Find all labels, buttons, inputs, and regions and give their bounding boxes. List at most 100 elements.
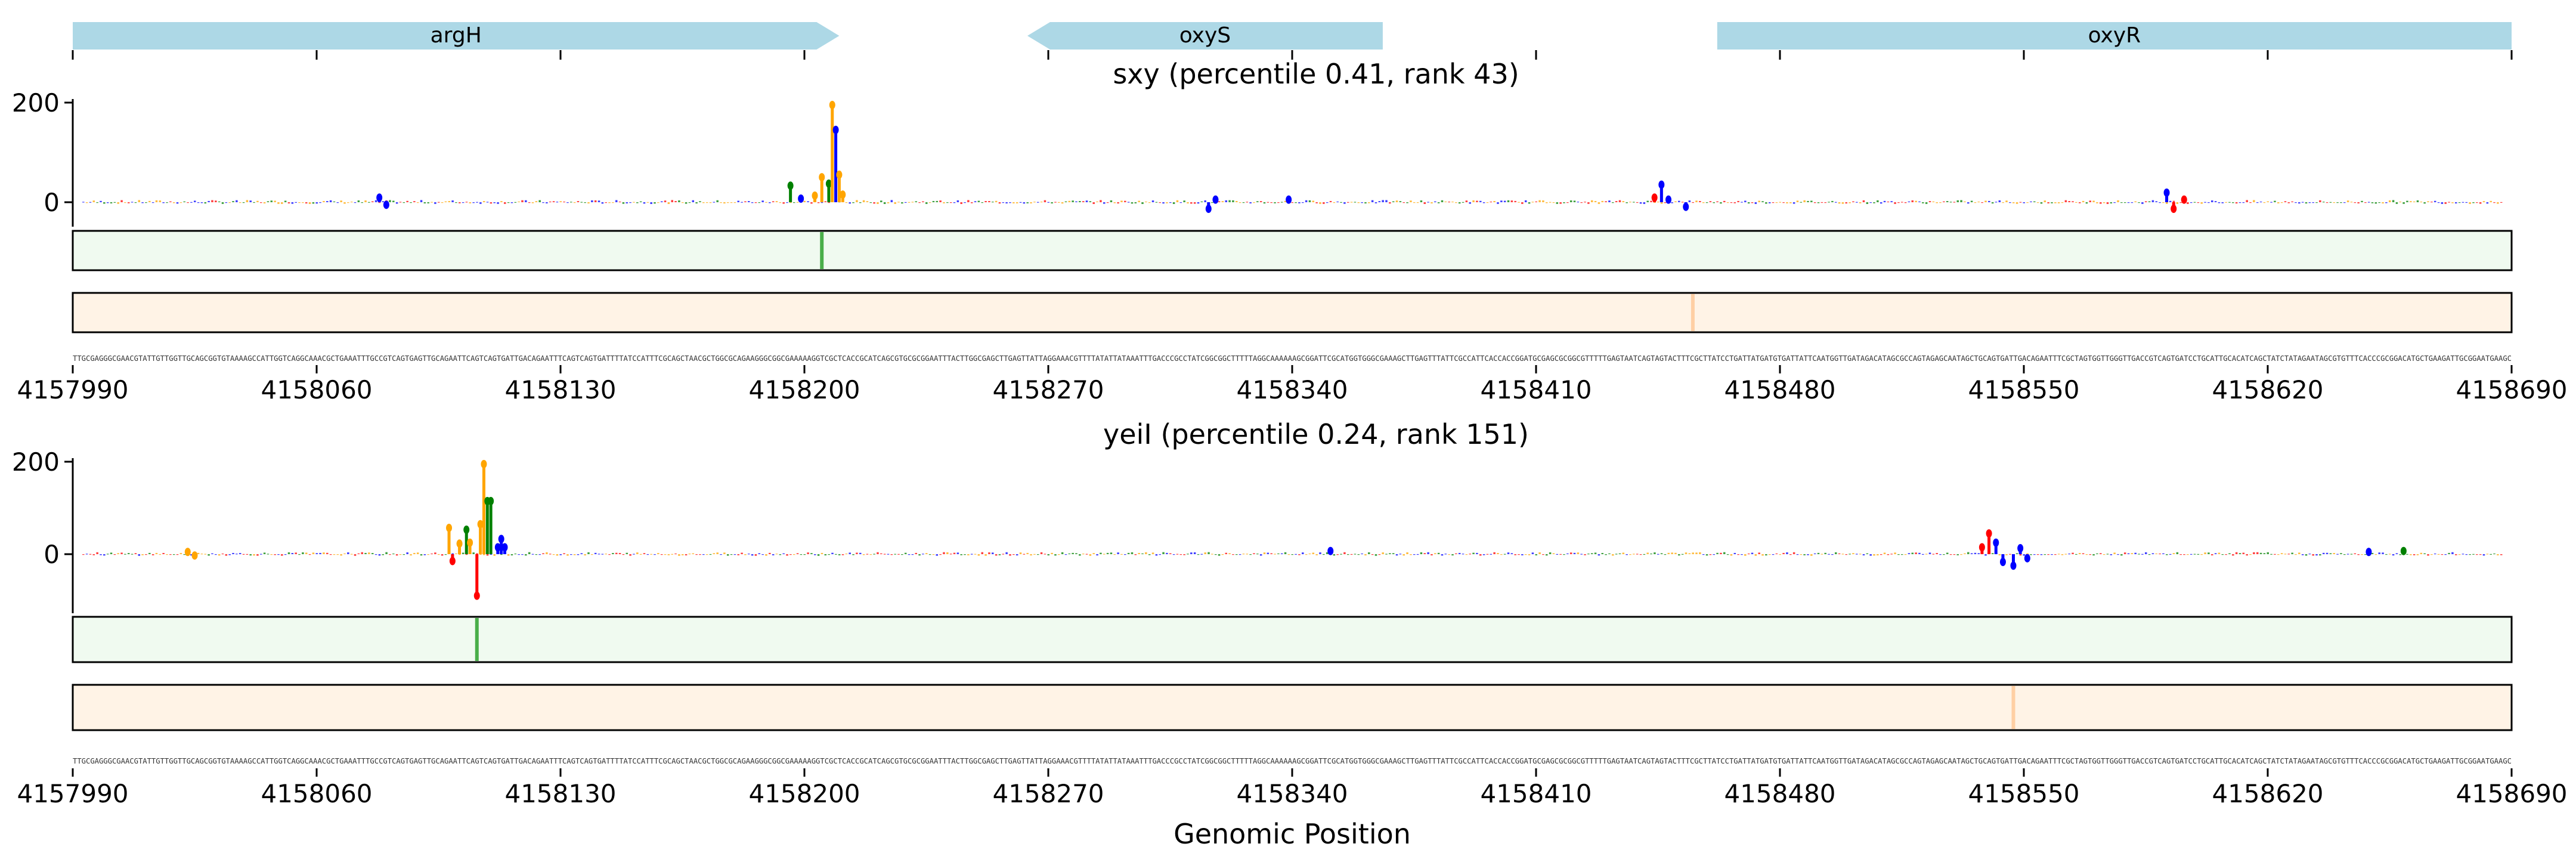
noise-mark (1580, 202, 1583, 203)
noise-mark (657, 553, 660, 554)
noise-mark (211, 200, 213, 202)
noise-mark (482, 554, 485, 555)
noise-mark (2451, 202, 2454, 203)
noise-mark (925, 202, 928, 204)
noise-mark (1552, 553, 1555, 554)
noise-mark (1374, 554, 1377, 556)
noise-mark (1754, 554, 1757, 556)
x-tick-label: 4158270 (992, 779, 1104, 808)
noise-mark (2200, 554, 2203, 555)
noise-mark (2259, 552, 2262, 554)
noise-mark (1389, 553, 1391, 554)
noise-mark (1172, 554, 1175, 555)
noise-mark (2225, 202, 2227, 203)
noise-mark (984, 554, 987, 556)
noise-mark (1956, 554, 1959, 555)
noise-mark (1671, 202, 1673, 203)
noise-mark (754, 554, 757, 556)
noise-mark (1291, 202, 1293, 203)
noise-mark (862, 554, 865, 555)
noise-mark (1772, 554, 1775, 555)
noise-mark (441, 202, 444, 203)
noise-mark (1597, 202, 1600, 204)
noise-mark (1946, 552, 1949, 554)
noise-mark (1859, 202, 1862, 203)
noise-mark (692, 200, 695, 202)
noise-mark (1507, 200, 1510, 202)
noise-mark (416, 552, 419, 554)
noise-mark (2120, 554, 2123, 556)
noise-mark (535, 554, 538, 555)
noise-mark (1162, 202, 1165, 204)
noise-mark (2336, 554, 2339, 555)
noise-mark (1148, 202, 1151, 203)
noise-mark (953, 202, 956, 203)
noise-mark (1431, 202, 1433, 204)
noise-mark (956, 200, 959, 202)
noise-mark (1702, 202, 1705, 203)
noise-mark (1556, 554, 1559, 555)
noise-mark (2100, 202, 2102, 204)
noise-mark (1817, 202, 1820, 203)
noise-mark (779, 554, 782, 555)
noise-mark (594, 200, 597, 202)
noise-mark (928, 554, 931, 555)
noise-mark (1654, 202, 1656, 203)
noise-mark (267, 201, 270, 202)
noise-mark (1420, 552, 1423, 554)
noise-mark (1751, 552, 1754, 554)
noise-mark (650, 202, 652, 204)
peak-glyph-C (494, 543, 501, 552)
noise-mark (1869, 202, 1872, 203)
noise-mark (336, 554, 339, 555)
noise-mark (988, 201, 990, 202)
x-tick-label: 4157990 (17, 375, 128, 404)
noise-mark (486, 554, 489, 556)
noise-mark (1214, 554, 1217, 555)
highlight-track-1 (72, 292, 2513, 333)
noise-mark (733, 554, 736, 555)
noise-mark (1368, 202, 1370, 203)
noise-mark (2228, 202, 2231, 203)
noise-mark (796, 553, 799, 554)
noise-mark (1497, 553, 1499, 554)
noise-mark (1772, 202, 1775, 203)
noise-mark (500, 201, 503, 202)
noise-mark (2232, 554, 2234, 556)
noise-mark (2131, 553, 2134, 554)
noise-mark (654, 554, 656, 555)
noise-mark (2172, 200, 2175, 202)
noise-mark (1312, 552, 1315, 554)
noise-mark (145, 202, 147, 203)
noise-mark (2072, 201, 2074, 202)
noise-mark (159, 554, 162, 555)
noise-mark (1416, 554, 1419, 555)
noise-mark (612, 553, 614, 554)
noise-mark (1106, 202, 1109, 203)
noise-mark (1713, 554, 1715, 555)
noise-mark (1733, 202, 1736, 203)
noise-mark (1786, 552, 1788, 554)
noise-mark (85, 202, 88, 203)
noise-mark (1828, 554, 1830, 555)
noise-mark (438, 554, 440, 555)
noise-mark (824, 554, 827, 556)
noise-mark (1350, 554, 1353, 555)
panel-title: sxy (percentile 0.41, rank 43) (1113, 58, 1519, 90)
noise-mark (1991, 202, 1994, 204)
noise-mark (2462, 202, 2464, 203)
noise-mark (2371, 202, 2374, 203)
noise-mark (849, 202, 851, 204)
noise-mark (1159, 202, 1161, 203)
noise-mark (918, 202, 921, 203)
noise-mark (949, 202, 952, 203)
noise-mark (2187, 554, 2189, 555)
noise-mark (730, 202, 733, 203)
noise-mark (709, 554, 712, 555)
noise-mark (2214, 201, 2217, 202)
noise-mark (1138, 200, 1140, 202)
noise-mark (751, 202, 754, 203)
noise-mark (1343, 552, 1346, 554)
noise-mark (2214, 553, 2217, 554)
noise-mark (2385, 554, 2388, 555)
